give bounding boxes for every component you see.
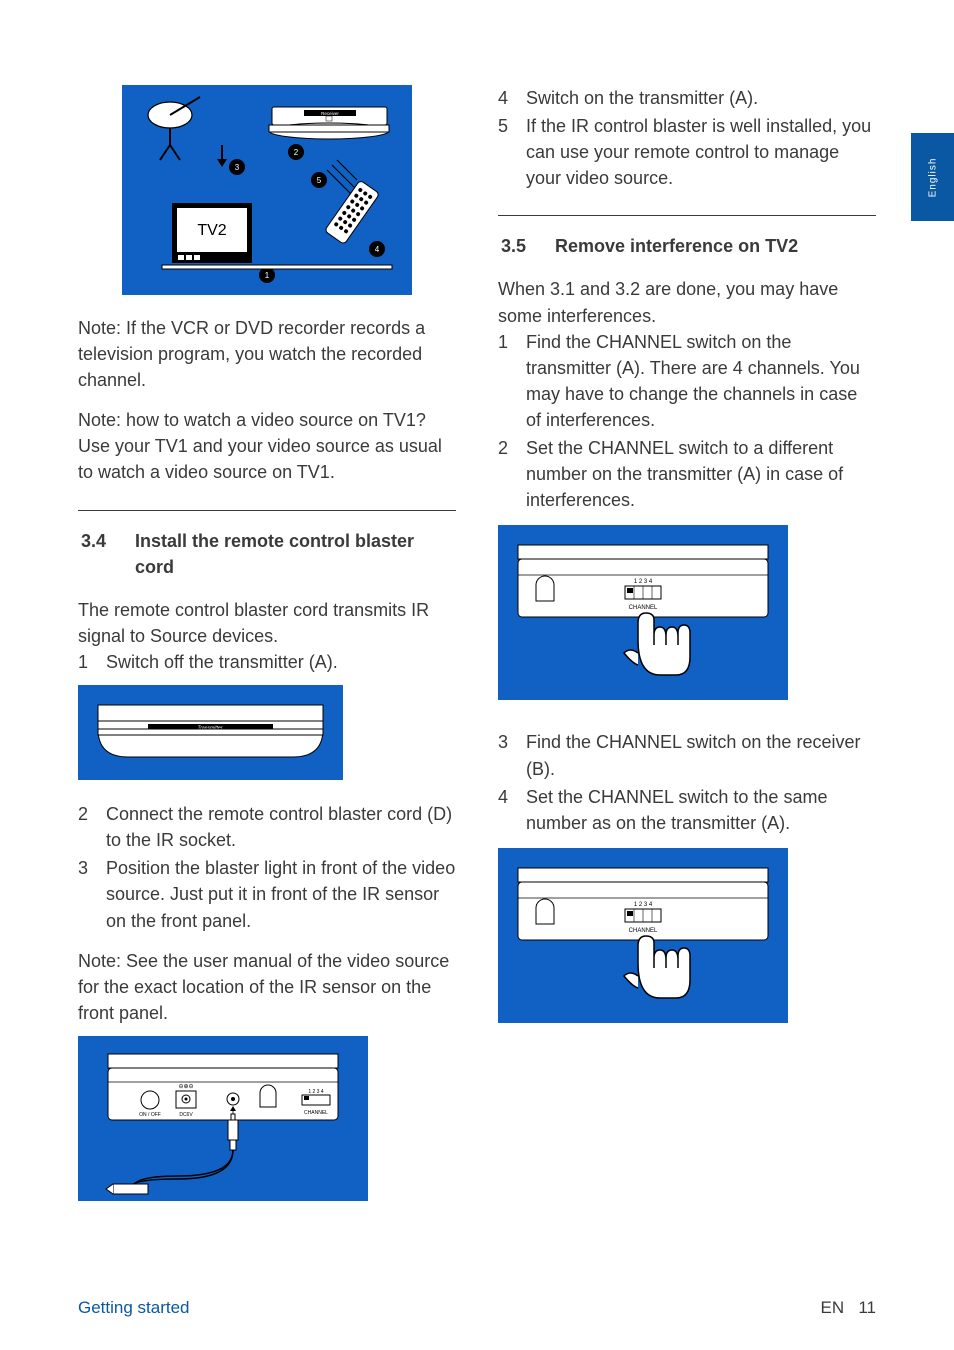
figure-channel-transmitter: 1 2 3 4 CHANNEL [498, 525, 788, 700]
page-footer: Getting started EN 11 [78, 1298, 876, 1318]
section-3-5-intro: When 3.1 and 3.2 are done, you may have … [498, 276, 876, 328]
steps-3-5-b: 3 Find the CHANNEL switch on the receive… [498, 729, 876, 835]
step-text: Set the CHANNEL switch to the same numbe… [526, 784, 876, 836]
footer-section-title: Getting started [78, 1298, 190, 1318]
step-text: Position the blaster light in front of t… [106, 855, 456, 933]
footer-page-info: EN 11 [821, 1298, 876, 1318]
list-item: 3 Find the CHANNEL switch on the receive… [498, 729, 876, 781]
step-text: Switch on the transmitter (A). [526, 85, 876, 111]
section-3-4-number: 3.4 [80, 527, 132, 581]
section-rule [498, 215, 876, 216]
section-3-5-number: 3.5 [500, 232, 552, 260]
channel-label: CHANNEL [629, 928, 658, 934]
figure-channel-receiver: 1 2 3 4 CHANNEL [498, 848, 788, 1023]
footer-page-number: 11 [858, 1298, 876, 1317]
step-text: Find the CHANNEL switch on the transmitt… [526, 329, 876, 433]
list-item: 4 Switch on the transmitter (A). [498, 85, 876, 111]
list-item: 1 Find the CHANNEL switch on the transmi… [498, 329, 876, 433]
channel-label: CHANNEL [304, 1110, 328, 1116]
svg-text:4: 4 [375, 245, 380, 254]
channel-label: CHANNEL [629, 605, 658, 611]
step-text: If the IR control blaster is well instal… [526, 113, 876, 191]
section-3-4-intro: The remote control blaster cord transmit… [78, 597, 456, 649]
page: English Receiver [0, 0, 954, 1350]
step-text: Find the CHANNEL switch on the receiver … [526, 729, 876, 781]
dip-numbers: 1 2 3 4 [634, 579, 653, 585]
step-number: 2 [78, 801, 106, 853]
steps-top-right: 4 Switch on the transmitter (A). 5 If th… [498, 85, 876, 191]
language-tab-label: English [927, 157, 938, 197]
steps-3-5-a: 1 Find the CHANNEL switch on the transmi… [498, 329, 876, 514]
step-number: 2 [498, 435, 526, 513]
section-3-4-title: Install the remote control blaster cord [134, 527, 454, 581]
footer-lang: EN [821, 1298, 845, 1317]
svg-text:2: 2 [294, 148, 299, 157]
list-item: 5 If the IR control blaster is well inst… [498, 113, 876, 191]
receiver-label: Receiver [321, 111, 339, 116]
content-columns: Receiver 3 2 5 [78, 85, 876, 1230]
left-column: Receiver 3 2 5 [78, 85, 456, 1230]
step-number: 4 [498, 85, 526, 111]
step-text: Set the CHANNEL switch to a different nu… [526, 435, 876, 513]
note-vcr-dvd: Note: If the VCR or DVD recorder records… [78, 315, 456, 393]
list-item: 2 Set the CHANNEL switch to a different … [498, 435, 876, 513]
onoff-label: ON / OFF [139, 1112, 161, 1118]
steps-3-4-a: 1 Switch off the transmitter (A). [78, 649, 456, 675]
figure-ir-blaster-connect: ON / OFF ⊖⊕⊖ DC6V 1 2 3 4 CHANNEL [78, 1036, 368, 1201]
dc6v-label: DC6V [179, 1112, 193, 1118]
section-3-4-heading: 3.4 Install the remote control blaster c… [78, 525, 456, 583]
step-number: 4 [498, 784, 526, 836]
figure-tv2-setup: Receiver 3 2 5 [122, 85, 412, 295]
section-3-5-heading: 3.5 Remove interference on TV2 [498, 230, 876, 262]
svg-text:5: 5 [317, 176, 322, 185]
dip-numbers: 1 2 3 4 [634, 902, 653, 908]
right-column: 4 Switch on the transmitter (A). 5 If th… [498, 85, 876, 1230]
step-number: 1 [498, 329, 526, 433]
note-tv1-q: Note: how to watch a video source on TV1… [78, 407, 456, 433]
step-text: Connect the remote control blaster cord … [106, 801, 456, 853]
step-number: 3 [498, 729, 526, 781]
list-item: 1 Switch off the transmitter (A). [78, 649, 456, 675]
language-tab: English [911, 133, 954, 221]
step-number: 5 [498, 113, 526, 191]
step-text: Switch off the transmitter (A). [106, 649, 456, 675]
note-ir-sensor: Note: See the user manual of the video s… [78, 948, 456, 1026]
tv2-label: TV2 [197, 222, 226, 239]
list-item: 4 Set the CHANNEL switch to the same num… [498, 784, 876, 836]
section-rule [78, 510, 456, 511]
step-number: 1 [78, 649, 106, 675]
figure-transmitter: Transmitter [78, 685, 343, 780]
list-item: 3 Position the blaster light in front of… [78, 855, 456, 933]
step-number: 3 [78, 855, 106, 933]
list-item: 2 Connect the remote control blaster cor… [78, 801, 456, 853]
section-3-5-title: Remove interference on TV2 [554, 232, 874, 260]
svg-text:⊖⊕⊖: ⊖⊕⊖ [178, 1084, 193, 1090]
note-tv1-a: Use your TV1 and your video source as us… [78, 433, 456, 485]
dip-numbers: 1 2 3 4 [308, 1089, 324, 1095]
svg-text:3: 3 [235, 163, 240, 172]
svg-text:1: 1 [265, 271, 270, 280]
steps-3-4-b: 2 Connect the remote control blaster cor… [78, 801, 456, 933]
